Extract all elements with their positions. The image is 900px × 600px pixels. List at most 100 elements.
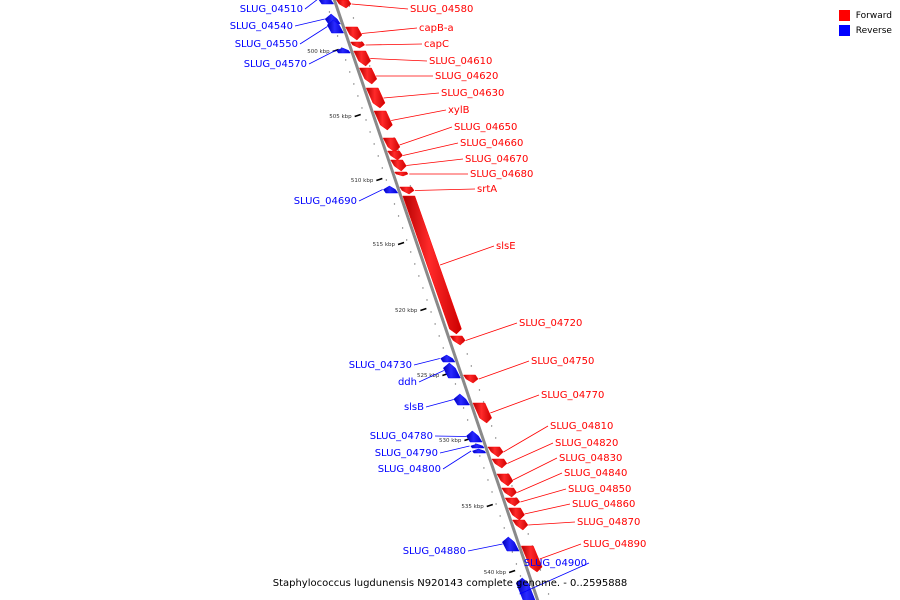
gene-feature-slug_04790[interactable] bbox=[470, 443, 485, 449]
gene-label-slug_04890[interactable]: SLUG_04890 bbox=[583, 539, 646, 550]
leader-line bbox=[383, 92, 440, 99]
legend-item-reverse: Reverse bbox=[838, 23, 892, 38]
gene-label-slug_04820[interactable]: SLUG_04820 bbox=[555, 438, 618, 449]
gene-features bbox=[318, 0, 543, 600]
gene-label-xylb[interactable]: xylB bbox=[448, 105, 470, 116]
leader-line bbox=[308, 50, 336, 65]
tick-marks: 500 kbp 505 kbp 510 kbp 515 kbp 520 kbp 525 k… bbox=[307, 48, 516, 576]
gene-feature-slug_04840[interactable] bbox=[501, 487, 518, 498]
leader-line bbox=[406, 158, 464, 166]
gene-feature-slug_04810[interactable] bbox=[487, 446, 504, 458]
leader-line bbox=[503, 425, 549, 453]
gene-label-slug_04680[interactable]: SLUG_04680 bbox=[470, 169, 533, 180]
gene-label-slug_04850[interactable]: SLUG_04850 bbox=[568, 484, 631, 495]
gene-feature-capb-a[interactable] bbox=[345, 26, 363, 41]
leader-line bbox=[294, 18, 325, 27]
gene-feature-slug_04680[interactable] bbox=[394, 171, 409, 177]
gene-label-srta[interactable]: srtA bbox=[477, 184, 497, 195]
leader-line bbox=[528, 521, 576, 526]
gene-feature-slug_04620[interactable] bbox=[358, 67, 378, 85]
leader-line bbox=[478, 360, 530, 380]
gene-label-slug_04800[interactable]: SLUG_04800 bbox=[378, 464, 441, 475]
gene-feature-slug_04880[interactable] bbox=[501, 536, 520, 552]
gene-label-slug_04690[interactable]: SLUG_04690 bbox=[294, 196, 357, 207]
gene-label-slug_04790[interactable]: SLUG_04790 bbox=[375, 448, 438, 459]
gene-feature-xylb[interactable] bbox=[373, 110, 393, 131]
gene-feature-slug_04750[interactable] bbox=[462, 374, 479, 384]
gene-feature-slug_04550[interactable] bbox=[326, 19, 345, 34]
gene-feature-slug_04900[interactable] bbox=[515, 577, 539, 600]
gene-feature-slug_04650[interactable] bbox=[382, 137, 401, 153]
leader-line bbox=[467, 543, 503, 552]
gene-label-slug_04810[interactable]: SLUG_04810 bbox=[550, 421, 613, 432]
gene-feature-capc[interactable] bbox=[350, 41, 365, 49]
gene-label-slug_04620[interactable]: SLUG_04620 bbox=[435, 71, 498, 82]
gene-label-slug_04580[interactable]: SLUG_04580 bbox=[410, 4, 473, 15]
gene-label-capb-a[interactable]: capB-a bbox=[419, 23, 454, 34]
gene-label-slug_04570[interactable]: SLUG_04570 bbox=[244, 59, 307, 70]
gene-label-slug_04550[interactable]: SLUG_04550 bbox=[235, 39, 298, 50]
leader-line bbox=[519, 562, 590, 595]
gene-label-slug_04880[interactable]: SLUG_04880 bbox=[403, 546, 466, 557]
gene-feature-slug_04610[interactable] bbox=[353, 50, 372, 67]
leader-line bbox=[299, 26, 328, 45]
gene-label-slug_04780[interactable]: SLUG_04780 bbox=[370, 431, 433, 442]
gene-feature-slug_04570[interactable] bbox=[336, 47, 351, 54]
gene-feature-slug_04890[interactable] bbox=[520, 545, 543, 573]
gene-label-slug_04870[interactable]: SLUG_04870 bbox=[577, 517, 640, 528]
gene-label-slug_04660[interactable]: SLUG_04660 bbox=[460, 138, 523, 149]
tick-mark bbox=[420, 307, 427, 312]
tick-label: 540 kbp bbox=[484, 570, 507, 576]
gene-label-slug_04670[interactable]: SLUG_04670 bbox=[465, 154, 528, 165]
gene-label-slug_04900[interactable]: SLUG_04900 bbox=[524, 558, 587, 569]
gene-feature-slug_04770[interactable] bbox=[472, 402, 492, 424]
gene-feature-slsb[interactable] bbox=[453, 393, 471, 406]
gene-feature-slug_04730[interactable] bbox=[440, 354, 456, 363]
gene-label-slug_04630[interactable]: SLUG_04630 bbox=[441, 88, 504, 99]
gene-feature-slug_04870[interactable] bbox=[512, 519, 529, 531]
gene-label-slug_04830[interactable]: SLUG_04830 bbox=[559, 453, 622, 464]
tick-label: 530 kbp bbox=[439, 438, 462, 444]
gene-feature-slug_04510[interactable] bbox=[318, 0, 335, 5]
gene-label-slsb[interactable]: slsB bbox=[404, 402, 424, 413]
gene-feature-slug_04860[interactable] bbox=[508, 507, 525, 521]
gene-label-ddh[interactable]: ddh bbox=[398, 377, 417, 388]
tick-label: 510 kbp bbox=[351, 178, 374, 184]
gene-feature-slug_04830[interactable] bbox=[496, 473, 514, 487]
leader-line bbox=[414, 188, 476, 191]
gene-feature-slug_04720[interactable] bbox=[449, 335, 466, 346]
reverse-swatch bbox=[838, 25, 850, 36]
gene-label-slug_04840[interactable]: SLUG_04840 bbox=[564, 468, 627, 479]
gene-label-slug_04750[interactable]: SLUG_04750 bbox=[531, 356, 594, 367]
gene-feature-slug_04580[interactable] bbox=[336, 0, 352, 9]
gene-label-slug_04610[interactable]: SLUG_04610 bbox=[429, 56, 492, 67]
gene-feature-slug_04670[interactable] bbox=[390, 159, 407, 172]
gene-label-slug_04510[interactable]: SLUG_04510 bbox=[240, 4, 303, 15]
gene-label-capc[interactable]: capC bbox=[424, 39, 449, 50]
gene-feature-slug_04820[interactable] bbox=[491, 458, 508, 469]
leader-line bbox=[434, 435, 467, 437]
gene-feature-slse[interactable] bbox=[402, 195, 462, 335]
leader-line bbox=[361, 27, 418, 34]
forward-swatch bbox=[838, 10, 850, 21]
gene-feature-slug_04780[interactable] bbox=[466, 430, 483, 443]
leader-line bbox=[442, 450, 472, 470]
gene-label-slug_04650[interactable]: SLUG_04650 bbox=[454, 122, 517, 133]
gene-feature-srta[interactable] bbox=[399, 186, 415, 195]
leader-line bbox=[391, 109, 447, 121]
tick-mark bbox=[508, 569, 516, 574]
gene-label-slug_04770[interactable]: SLUG_04770 bbox=[541, 390, 604, 401]
gene-label-slug_04730[interactable]: SLUG_04730 bbox=[349, 360, 412, 371]
gene-label-slse[interactable]: slsE bbox=[496, 241, 516, 252]
leader-line bbox=[370, 58, 428, 62]
gene-feature-slug_04850[interactable] bbox=[504, 497, 521, 507]
gene-feature-slug_04660[interactable] bbox=[387, 150, 403, 161]
gene-label-slug_04720[interactable]: SLUG_04720 bbox=[519, 318, 582, 329]
gene-feature-slug_04630[interactable] bbox=[365, 87, 386, 109]
gene-label-slug_04860[interactable]: SLUG_04860 bbox=[572, 499, 635, 510]
gene-feature-slug_04800[interactable] bbox=[472, 448, 487, 454]
gene-feature-ddh[interactable] bbox=[442, 362, 461, 379]
tick-mark bbox=[486, 503, 494, 508]
gene-feature-slug_04690[interactable] bbox=[383, 185, 399, 194]
gene-label-slug_04540[interactable]: SLUG_04540 bbox=[230, 21, 293, 32]
